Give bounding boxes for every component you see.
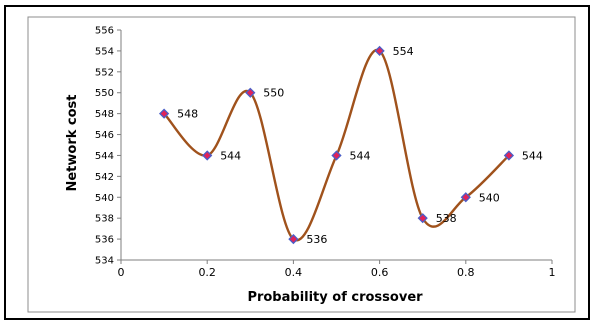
y-tick-label: 556 bbox=[95, 26, 114, 37]
data-label: 554 bbox=[393, 45, 414, 58]
chart-area-border bbox=[27, 16, 576, 313]
data-label: 544 bbox=[522, 149, 543, 162]
y-tick-label: 552 bbox=[95, 67, 114, 78]
y-tick-label: 542 bbox=[95, 172, 114, 183]
data-label: 540 bbox=[479, 191, 500, 204]
data-label: 544 bbox=[350, 149, 371, 162]
markers-group bbox=[158, 45, 515, 245]
x-tick-label: 0.4 bbox=[285, 266, 303, 279]
data-point-marker bbox=[331, 150, 342, 161]
y-tick-label: 534 bbox=[95, 256, 114, 267]
y-tick-label: 546 bbox=[95, 130, 114, 141]
y-tick-label: 538 bbox=[95, 214, 114, 225]
data-label: 544 bbox=[220, 149, 241, 162]
data-point-marker bbox=[503, 150, 515, 161]
data-point-marker bbox=[158, 108, 170, 119]
data-label: 536 bbox=[306, 233, 327, 246]
data-labels-group: 548 544 550 536 544 554 538 540 544 bbox=[177, 45, 543, 246]
data-label: 548 bbox=[177, 108, 198, 121]
y-tick-label: 536 bbox=[95, 235, 114, 246]
y-tick-label: 548 bbox=[95, 109, 114, 120]
x-tick-label: 0.6 bbox=[371, 266, 389, 279]
y-tick-label: 544 bbox=[95, 151, 114, 162]
data-label: 550 bbox=[263, 87, 284, 100]
x-tick-label: 0.8 bbox=[457, 266, 475, 279]
axes: 534 536 538 540 542 544 546 548 550 552 554 556 0 0.2… bbox=[95, 26, 556, 280]
data-point-marker bbox=[460, 192, 471, 203]
y-axis-title: Network cost bbox=[65, 94, 80, 191]
data-point-marker bbox=[417, 213, 428, 224]
x-tick-label: 1 bbox=[549, 266, 556, 279]
data-point-marker bbox=[202, 150, 213, 161]
x-axis-title: Probability of crossover bbox=[247, 290, 423, 305]
data-point-marker bbox=[245, 87, 256, 98]
data-label: 538 bbox=[436, 212, 457, 225]
y-tick-label: 550 bbox=[95, 88, 114, 99]
data-point-marker bbox=[288, 233, 299, 245]
x-tick-label: 0.2 bbox=[198, 266, 216, 279]
x-tick-label: 0 bbox=[118, 266, 125, 279]
y-tick-label: 540 bbox=[95, 193, 114, 204]
y-tick-label: 554 bbox=[95, 46, 114, 57]
data-point-marker bbox=[374, 45, 385, 57]
